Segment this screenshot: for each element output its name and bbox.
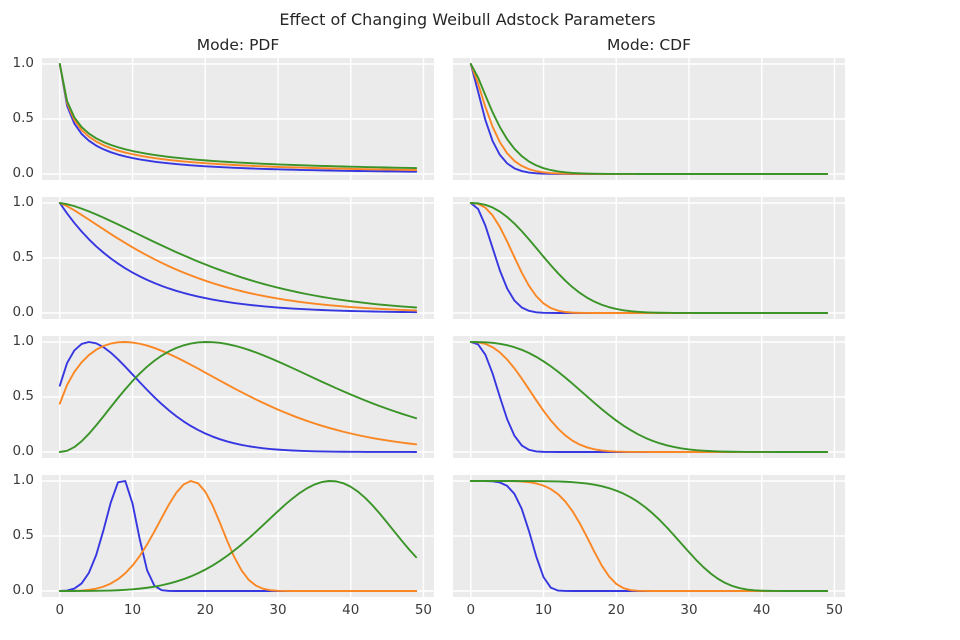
- y-tick-label: 0.5: [12, 527, 34, 543]
- curve-orange: [58, 63, 418, 171]
- y-tick-label: 0.0: [12, 304, 34, 320]
- x-tick-label: 10: [123, 602, 142, 618]
- curve-orange: [58, 480, 418, 592]
- x-tick-label: 40: [753, 602, 771, 618]
- plot-canvas: [453, 336, 845, 458]
- plot-panel-row3-cdf: [453, 475, 845, 597]
- curve-green: [58, 202, 418, 309]
- y-tick-label: 0.0: [12, 582, 34, 598]
- x-tick-label: 20: [196, 602, 214, 618]
- plot-canvas: [42, 197, 434, 319]
- plot-panel-row2-pdf: [42, 336, 434, 458]
- plot-panel-row1-cdf: [453, 197, 845, 319]
- plot-canvas: [453, 475, 845, 597]
- curve-green: [58, 480, 418, 592]
- x-tick-label: 0: [466, 602, 476, 618]
- y-tick-label: 1.0: [12, 472, 34, 488]
- x-tick-label: 50: [414, 602, 433, 618]
- plot-panel-row2-cdf: [453, 336, 845, 458]
- curve-green: [469, 63, 829, 175]
- plot-panel-row0-pdf: [42, 58, 434, 180]
- y-tick-label: 1.0: [12, 194, 34, 210]
- y-tick-label: 0.5: [12, 249, 34, 265]
- x-tick-label: 10: [534, 602, 553, 618]
- curve-blue: [58, 202, 418, 314]
- x-tick-label: 50: [825, 602, 844, 618]
- x-tick-label: 40: [342, 602, 360, 618]
- plot-panel-row3-pdf: [42, 475, 434, 597]
- figure-title: Effect of Changing Weibull Adstock Param…: [279, 10, 656, 29]
- plot-canvas: [42, 475, 434, 597]
- curve-orange: [58, 202, 418, 312]
- x-tick-label: 30: [269, 602, 287, 618]
- plot-canvas: [42, 336, 434, 458]
- y-tick-label: 0.0: [12, 443, 34, 459]
- plot-panel-row1-pdf: [42, 197, 434, 319]
- x-tick-label: 0: [55, 602, 65, 618]
- curve-green: [469, 202, 829, 314]
- y-tick-label: 0.0: [12, 165, 34, 181]
- curve-blue: [58, 63, 418, 173]
- curve-orange: [58, 341, 418, 446]
- plot-canvas: [453, 197, 845, 319]
- curve-green: [469, 341, 829, 453]
- y-tick-label: 1.0: [12, 333, 34, 349]
- plot-panel-row0-cdf: [453, 58, 845, 180]
- curve-green: [58, 341, 418, 453]
- plot-canvas: [42, 58, 434, 180]
- column-title-cdf: Mode: CDF: [606, 36, 692, 54]
- y-tick-label: 1.0: [12, 55, 34, 71]
- x-tick-label: 30: [680, 602, 698, 618]
- y-tick-label: 0.5: [12, 388, 34, 404]
- x-tick-label: 20: [607, 602, 625, 618]
- curve-blue: [58, 341, 418, 453]
- y-tick-label: 0.5: [12, 110, 34, 126]
- curve-green: [469, 480, 829, 592]
- curve-green: [58, 63, 418, 169]
- column-title-pdf: Mode: PDF: [196, 36, 280, 54]
- plot-canvas: [453, 58, 845, 180]
